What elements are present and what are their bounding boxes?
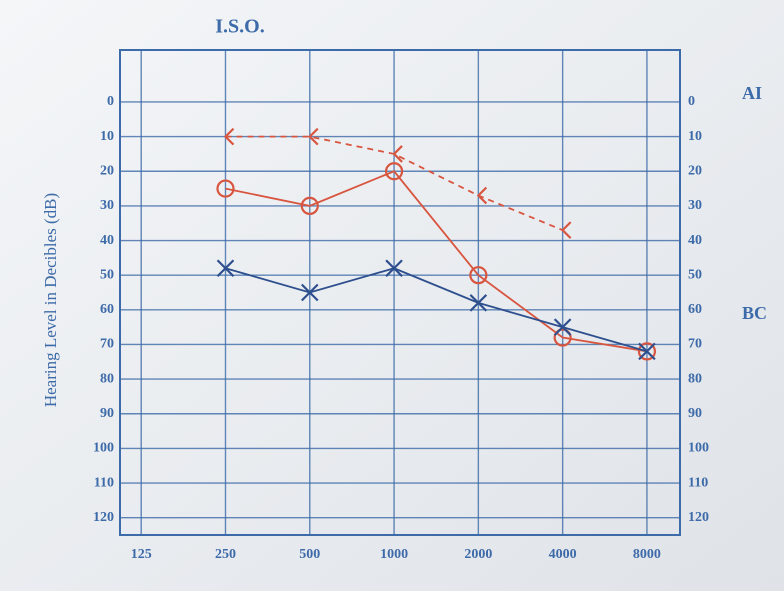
x-tick-label: 500 [299,547,320,562]
chart: I.S.O. Hearing Level in Decibles (dB) AI… [0,0,784,591]
y-tick-label: 70 [100,337,114,352]
annotation: BC [742,303,767,323]
y-tick-label-right: 20 [688,163,702,178]
y-tick-label-right: 70 [688,337,702,352]
y-tick-label-right: 60 [688,302,702,317]
x-tick-label: 4000 [549,547,577,562]
y-tick-label-right: 80 [688,371,702,386]
y-tick-label: 20 [100,163,114,178]
y-tick-label: 50 [100,267,114,282]
x-tick-label: 1000 [380,547,408,562]
paper [0,0,784,591]
y-tick-label: 90 [100,406,114,421]
y-tick-label: 10 [100,129,114,144]
y-tick-label-right: 10 [688,129,702,144]
y-tick-label: 30 [100,198,114,213]
y-tick-label: 40 [100,233,114,248]
x-tick-label: 8000 [633,547,661,562]
y-tick-label-right: 90 [688,406,702,421]
y-tick-label-right: 50 [688,267,702,282]
y-tick-label-right: 100 [688,441,709,456]
y-tick-label: 100 [93,441,114,456]
y-tick-label-right: 40 [688,233,702,248]
chart-title: I.S.O. [215,16,264,38]
y-tick-label: 120 [93,510,114,525]
x-tick-label: 2000 [464,547,492,562]
x-tick-label: 250 [215,547,236,562]
x-tick-label: 125 [131,547,152,562]
y-tick-label: 110 [94,475,114,490]
y-tick-label-right: 120 [688,510,709,525]
y-axis-label: Hearing Level in Decibles (dB) [41,193,60,407]
y-tick-label-right: 30 [688,198,702,213]
y-tick-label: 60 [100,302,114,317]
annotation: AI [742,83,762,103]
y-tick-label-right: 0 [688,94,695,109]
y-tick-label: 0 [107,94,114,109]
y-tick-label: 80 [100,371,114,386]
y-tick-label-right: 110 [688,475,708,490]
